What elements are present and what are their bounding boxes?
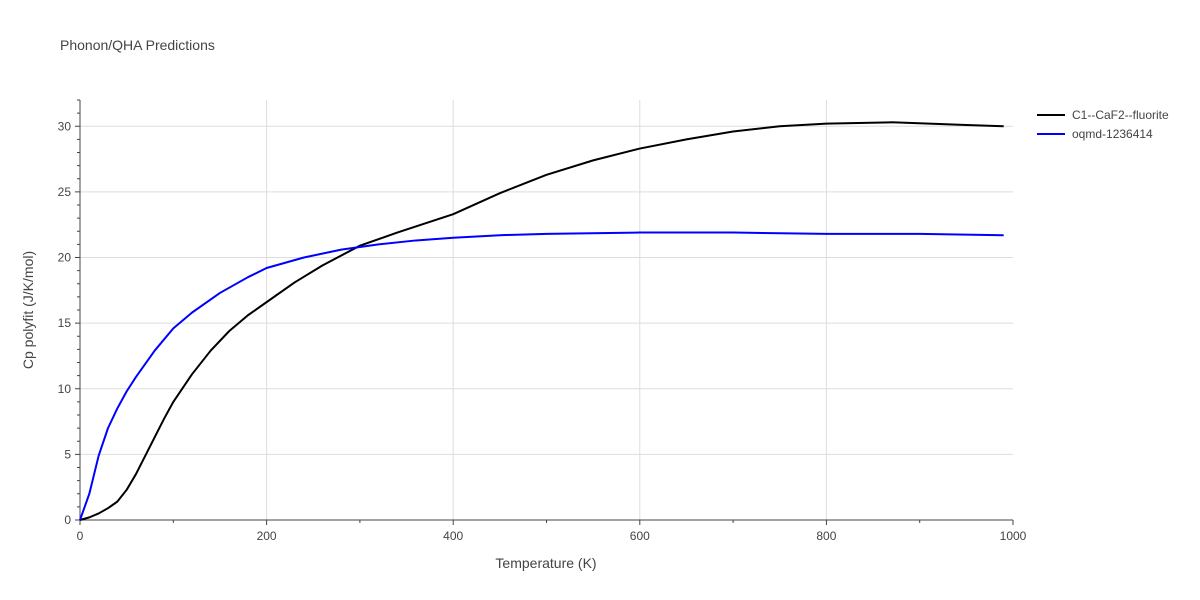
x-tick-label: 0 [77, 529, 84, 543]
x-tick-label: 800 [816, 529, 836, 543]
legend-label-1: C1--CaF2--fluorite [1072, 108, 1169, 122]
axes: 0 200 400 600 800 1000 0 5 10 15 20 25 30 [58, 99, 1027, 543]
series-line-2 [79, 231, 1004, 521]
y-tick-label: 25 [58, 185, 72, 199]
y-tick-label: 10 [58, 382, 72, 396]
y-tick-label: 20 [58, 251, 72, 265]
y-axis-title: Cp polyfit (J/K/mol) [20, 251, 36, 369]
x-tick-label: 600 [630, 529, 650, 543]
series-layer [79, 121, 1004, 521]
chart-title: Phonon/QHA Predictions [60, 37, 215, 53]
legend-label-2: oqmd-1236414 [1072, 127, 1153, 141]
y-tick-label: 5 [64, 447, 71, 461]
x-tick-label: 1000 [1000, 529, 1027, 543]
y-tick-label: 15 [58, 316, 72, 330]
x-axis-title: Temperature (K) [495, 555, 596, 571]
legend[interactable]: C1--CaF2--fluorite oqmd-1236414 [1037, 108, 1169, 141]
x-tick-label: 200 [257, 529, 277, 543]
y-tick-label: 30 [58, 119, 72, 133]
grid [80, 100, 1013, 520]
x-tick-label: 400 [443, 529, 463, 543]
y-tick-label: 0 [64, 513, 71, 527]
series-line-1 [79, 121, 1004, 521]
